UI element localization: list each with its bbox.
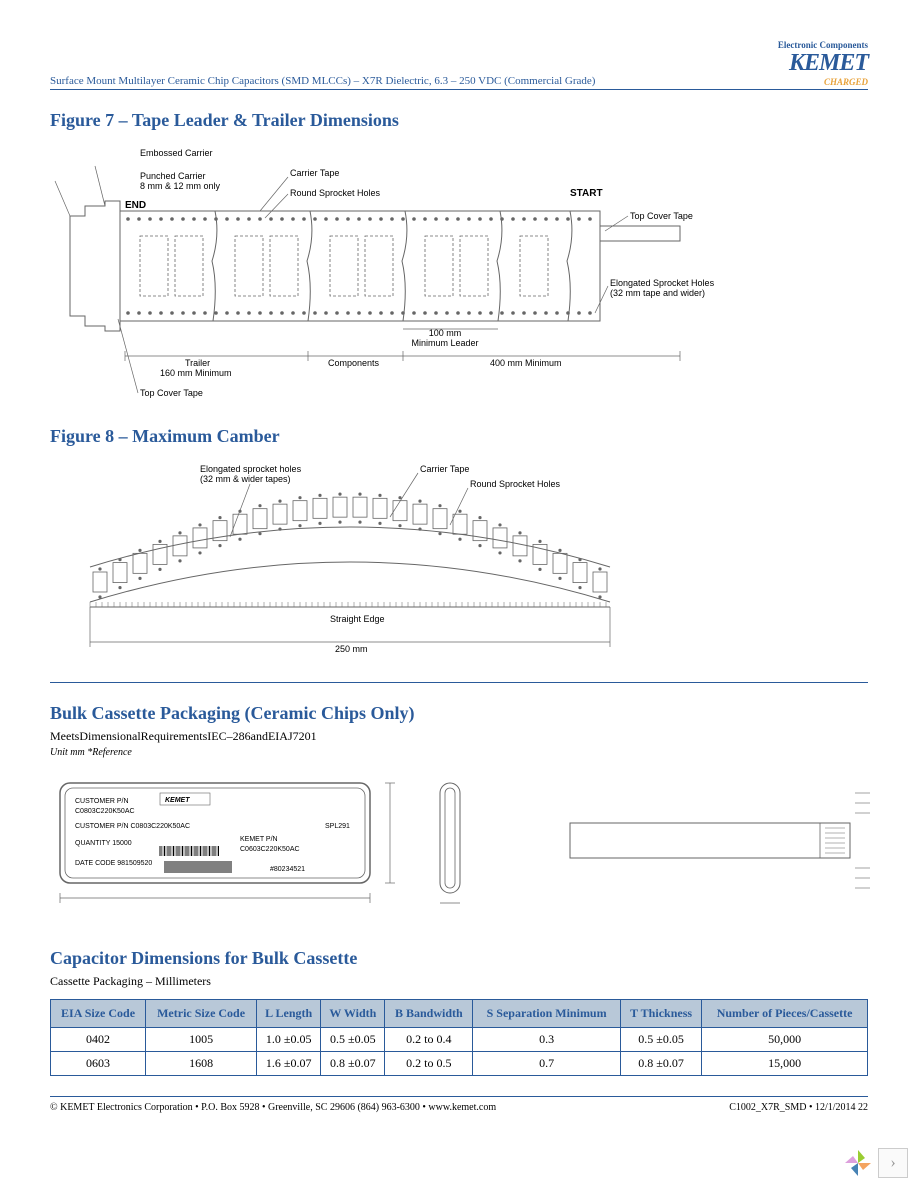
label-straight-edge: Straight Edge xyxy=(330,614,385,624)
cassette-diagram: CUSTOMER P/N C0803C220K50AC KEMET CUSTOM… xyxy=(50,773,868,928)
bulk-cassette-note: Unit mm *Reference xyxy=(50,747,868,758)
pinwheel-icon xyxy=(843,1148,873,1178)
bulk-cassette-subtitle: MeetsDimensionalRequirementsIEC–286andEI… xyxy=(50,729,868,744)
table-cell: 0.8 ±0.07 xyxy=(620,1052,701,1076)
label-start: START xyxy=(570,188,603,199)
col-separation: S Separation Minimum xyxy=(473,1000,621,1028)
footer-left: © KEMET Electronics Corporation • P.O. B… xyxy=(50,1102,496,1113)
cassette-kemet-logo: KEMET xyxy=(165,797,190,804)
footer-right: C1002_X7R_SMD • 12/1/2014 22 xyxy=(729,1102,868,1113)
table-header-row: EIA Size Code Metric Size Code L Length … xyxy=(51,1000,868,1028)
col-pieces: Number of Pieces/Cassette xyxy=(702,1000,868,1028)
label-kemet-pn-v: C0603C220K50AC xyxy=(240,846,300,853)
label-qty: QUANTITY 15000 xyxy=(75,840,132,847)
bulk-cassette-title: Bulk Cassette Packaging (Ceramic Chips O… xyxy=(50,703,868,724)
label-elongated2-l1: Elongated sprocket holes xyxy=(200,464,302,474)
table-row: 060316081.6 ±0.070.8 ±0.070.2 to 0.50.70… xyxy=(51,1052,868,1076)
label-carrier-tape: Carrier Tape xyxy=(290,168,339,178)
table-cell: 1.0 ±0.05 xyxy=(257,1028,321,1052)
label-pn-value: C0803C220K50AC xyxy=(75,808,135,815)
label-customer-pn: CUSTOMER P/N xyxy=(75,798,129,805)
col-eia: EIA Size Code xyxy=(51,1000,146,1028)
table-cell: 0.2 to 0.5 xyxy=(385,1052,473,1076)
label-trailer-l2: 160 mm Minimum xyxy=(160,368,232,378)
table-cell: 15,000 xyxy=(702,1052,868,1076)
page-footer: © KEMET Electronics Corporation • P.O. B… xyxy=(50,1096,868,1113)
table-cell: 0.5 ±0.05 xyxy=(620,1028,701,1052)
table-cell: 1.6 ±0.07 xyxy=(257,1052,321,1076)
label-embossed: Embossed Carrier xyxy=(140,148,213,158)
kemet-logo: Electronic Components KEMET CHARGED xyxy=(778,40,868,87)
label-carrier-tape2: Carrier Tape xyxy=(420,464,469,474)
label-components: Components xyxy=(328,358,380,368)
label-cust-pn-2: CUSTOMER P/N C0803C220K50AC xyxy=(75,823,190,830)
col-thickness: T Thickness xyxy=(620,1000,701,1028)
label-100-l2: Minimum Leader xyxy=(411,338,478,348)
barcode-text: #80234521 xyxy=(270,866,305,873)
logo-main: KEMET xyxy=(778,50,868,77)
label-250mm: 250 mm xyxy=(335,644,368,654)
section-divider xyxy=(50,682,868,683)
label-date-code: DATE CODE 981509520 xyxy=(75,860,152,867)
cap-dims-title: Capacitor Dimensions for Bulk Cassette xyxy=(50,948,868,969)
label-round-holes2: Round Sprocket Holes xyxy=(470,479,561,489)
col-width: W Width xyxy=(321,1000,385,1028)
label-end: END xyxy=(125,200,146,211)
label-kemet-pn: KEMET P/N xyxy=(240,836,278,843)
logo-tagline-sub: CHARGED xyxy=(778,77,868,87)
table-cell: 0.3 xyxy=(473,1028,621,1052)
figure8-title: Figure 8 – Maximum Camber xyxy=(50,426,868,447)
header-title: Surface Mount Multilayer Ceramic Chip Ca… xyxy=(50,75,595,87)
col-length: L Length xyxy=(257,1000,321,1028)
table-cell: 0.5 ±0.05 xyxy=(321,1028,385,1052)
label-punched-l1: Punched Carrier xyxy=(140,171,206,181)
figure7-title: Figure 7 – Tape Leader & Trailer Dimensi… xyxy=(50,110,868,131)
label-elongated-l2: (32 mm tape and wider) xyxy=(610,288,705,298)
label-punched-l2: 8 mm & 12 mm only xyxy=(140,181,221,191)
table-cell: 0.2 to 0.4 xyxy=(385,1028,473,1052)
cap-dims-table: EIA Size Code Metric Size Code L Length … xyxy=(50,999,868,1076)
table-cell: 1005 xyxy=(146,1028,257,1052)
label-top-cover-2: Top Cover Tape xyxy=(140,388,203,398)
figure7-diagram: Embossed Carrier Punched Carrier 8 mm & … xyxy=(50,141,868,406)
table-row: 040210051.0 ±0.050.5 ±0.050.2 to 0.40.30… xyxy=(51,1028,868,1052)
page-header: Surface Mount Multilayer Ceramic Chip Ca… xyxy=(50,40,868,90)
table-cell: 0.7 xyxy=(473,1052,621,1076)
label-round-holes: Round Sprocket Holes xyxy=(290,188,381,198)
label-100-l1: 100 mm xyxy=(429,328,462,338)
next-page-button[interactable]: › xyxy=(878,1148,908,1178)
label-top-cover: Top Cover Tape xyxy=(630,211,693,221)
logo-tagline-top: Electronic Components xyxy=(778,40,868,50)
label-trailer-l1: Trailer xyxy=(185,358,210,368)
label-400: 400 mm Minimum xyxy=(490,358,562,368)
label-elongated2-l2: (32 mm & wider tapes) xyxy=(200,474,291,484)
label-lot: SPL291 xyxy=(325,823,350,830)
cap-dims-subtitle: Cassette Packaging – Millimeters xyxy=(50,974,868,989)
table-cell: 0.8 ±0.07 xyxy=(321,1052,385,1076)
col-bandwidth: B Bandwidth xyxy=(385,1000,473,1028)
table-cell: 1608 xyxy=(146,1052,257,1076)
table-cell: 0402 xyxy=(51,1028,146,1052)
page-nav: › xyxy=(843,1148,908,1178)
figure8-diagram: Straight Edge 250 mm Elongated sprocket … xyxy=(50,457,868,662)
label-elongated-l1: Elongated Sprocket Holes xyxy=(610,278,715,288)
table-cell: 50,000 xyxy=(702,1028,868,1052)
table-cell: 0603 xyxy=(51,1052,146,1076)
col-metric: Metric Size Code xyxy=(146,1000,257,1028)
